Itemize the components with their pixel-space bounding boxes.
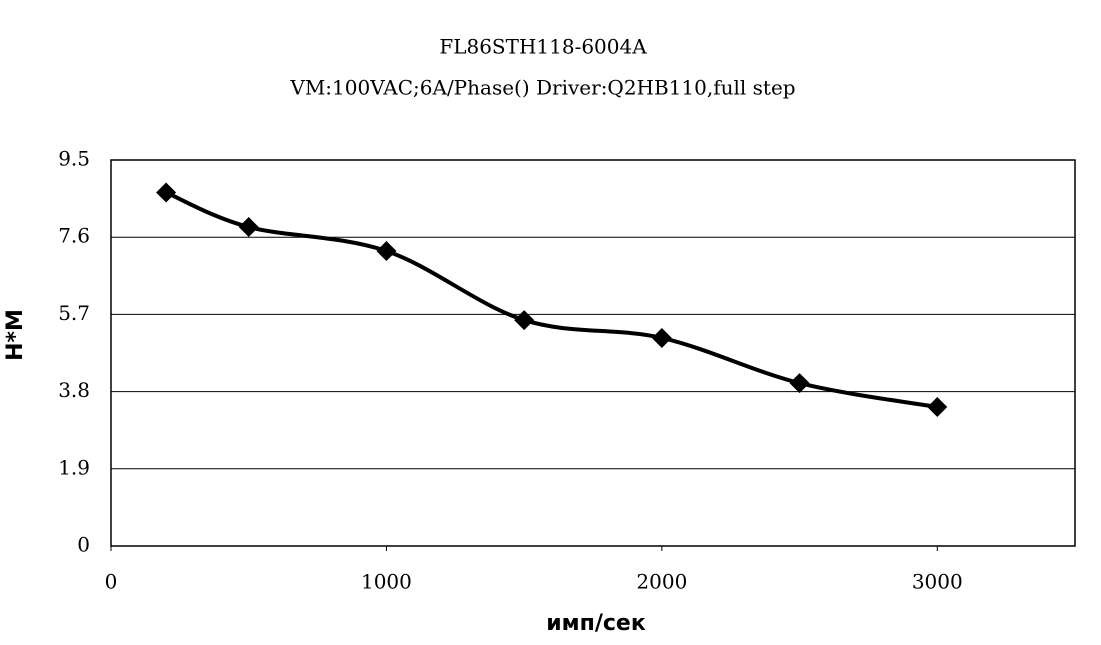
line xyxy=(165,190,938,410)
y-tick-label: 3.8 xyxy=(58,378,90,402)
y-tick-label: 9.5 xyxy=(58,147,90,171)
y-tick-label: 7.6 xyxy=(58,224,90,248)
x-tick-label: 1000 xyxy=(361,570,412,594)
plot-frame xyxy=(110,159,1076,547)
y-tick-label: 1.9 xyxy=(58,455,90,479)
x-tick-label: 2000 xyxy=(636,570,687,594)
x-axis-label: имп/сек xyxy=(546,611,646,636)
point-marker xyxy=(376,241,397,262)
point-marker xyxy=(156,182,177,203)
x-tick-label: 3000 xyxy=(912,570,963,594)
point-marker xyxy=(238,217,259,238)
point-marker xyxy=(651,327,672,348)
chart-subtitle: VM:100VAC;6A/Phase() Driver:Q2HB110,full… xyxy=(289,76,795,100)
y-axis-label: Н*М xyxy=(3,309,28,361)
point-marker xyxy=(789,373,810,394)
point-marker xyxy=(514,310,535,331)
point-marker xyxy=(927,397,948,418)
x-tick-label: 0 xyxy=(105,570,118,594)
chart-title: FL86STH118-6004A xyxy=(439,35,647,59)
y-tick-label: 5.7 xyxy=(58,301,90,325)
y-tick-label: 0 xyxy=(77,533,90,557)
